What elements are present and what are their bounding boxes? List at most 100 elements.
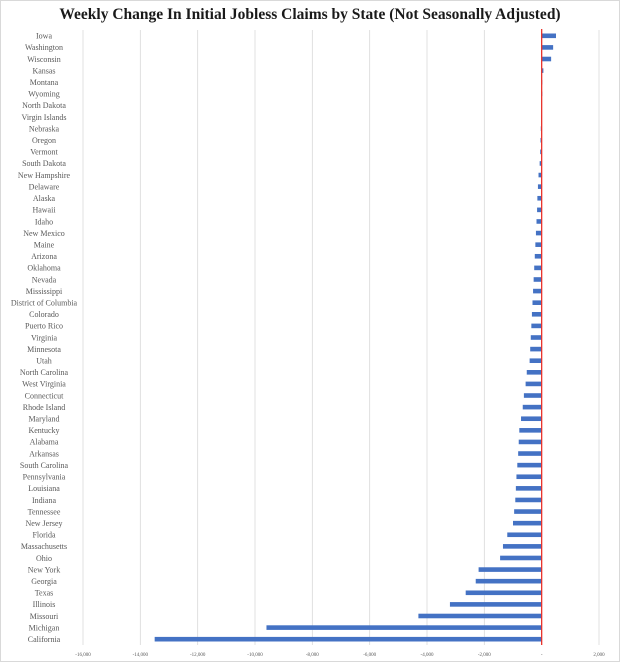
- category-label: Virginia: [31, 333, 57, 342]
- category-label: Indiana: [32, 496, 56, 505]
- x-tick-label: -10,000: [247, 653, 263, 658]
- category-label: Maine: [34, 240, 55, 249]
- bar: [533, 277, 542, 282]
- category-label: Kansas: [32, 66, 55, 75]
- category-label: Pennsylvania: [23, 473, 66, 482]
- category-label: Colorado: [29, 310, 59, 319]
- category-label: District of Columbia: [11, 298, 78, 307]
- category-label: Louisiana: [28, 484, 60, 493]
- bar: [465, 590, 542, 596]
- bar: [515, 497, 542, 503]
- category-label: Texas: [35, 589, 54, 598]
- bar: [541, 56, 552, 62]
- category-label: Vermont: [30, 148, 58, 157]
- category-label: Arizona: [31, 252, 57, 261]
- category-label: Montana: [30, 78, 59, 87]
- bar: [534, 265, 542, 271]
- category-label: Wyoming: [28, 90, 60, 99]
- category-label: Rhode Island: [23, 403, 65, 412]
- category-label: Oregon: [32, 136, 56, 145]
- bar: [534, 253, 542, 259]
- x-tick-label: -16,000: [75, 653, 91, 658]
- bar: [523, 393, 542, 398]
- category-label: Florida: [32, 531, 56, 540]
- bar: [526, 370, 542, 375]
- bar: [475, 578, 542, 584]
- category-label: Wisconsin: [27, 55, 60, 64]
- bar: [541, 33, 556, 39]
- x-tick-label: 2,000: [593, 653, 605, 658]
- bar: [522, 404, 542, 410]
- bar: [531, 323, 542, 329]
- x-tick-label: -4,000: [421, 653, 434, 658]
- bar: [507, 532, 542, 538]
- bar: [535, 242, 542, 247]
- x-tick-label: -8,000: [306, 653, 319, 658]
- category-label: Massachusetts: [21, 542, 67, 551]
- bar: [517, 462, 542, 468]
- bar: [530, 335, 542, 340]
- bar: [540, 149, 542, 155]
- bar: [539, 161, 542, 166]
- category-label: Maryland: [28, 415, 59, 424]
- x-tick-label: -12,000: [190, 653, 206, 658]
- bar: [537, 184, 542, 189]
- category-label: South Carolina: [20, 461, 69, 470]
- category-label: Iowa: [36, 32, 52, 41]
- category-label: Arkansas: [29, 449, 59, 458]
- category-label: Connecticut: [25, 391, 64, 400]
- bar: [541, 68, 544, 73]
- category-label: Oklahoma: [27, 264, 61, 273]
- category-label: California: [28, 635, 61, 644]
- category-label: Tennessee: [28, 507, 61, 516]
- category-label: West Virginia: [22, 380, 66, 389]
- x-tick-labels: -16,000 -14,000 -12,000 -10,000 -8,000 -6,000…: [75, 653, 605, 658]
- bar: [500, 555, 542, 561]
- bar: [531, 311, 542, 317]
- bar: [537, 195, 542, 201]
- bar: [513, 520, 542, 526]
- category-label: Washington: [25, 43, 63, 52]
- category-label: South Dakota: [22, 159, 66, 168]
- bar: [516, 474, 542, 480]
- bar: [532, 300, 542, 305]
- bar: [519, 428, 542, 433]
- category-label: Utah: [36, 357, 52, 366]
- category-label: Nebraska: [29, 124, 60, 133]
- category-label: Alabama: [30, 438, 59, 447]
- category-label: Ohio: [36, 554, 52, 563]
- category-label: Virgin Islands: [22, 113, 67, 122]
- category-label: Michigan: [29, 623, 60, 632]
- bar: [478, 567, 542, 572]
- category-label: Delaware: [29, 182, 60, 191]
- bar: [418, 613, 542, 619]
- category-label: New Jersey: [25, 519, 62, 528]
- category-label: New Hampshire: [18, 171, 71, 180]
- category-label: Kentucky: [28, 426, 59, 435]
- x-tick-label: -: [541, 653, 543, 658]
- category-labels: Iowa Washington Wisconsin Kansas Montana Wyom…: [11, 32, 78, 644]
- x-tick-label: -2,000: [478, 653, 491, 658]
- category-label: New Mexico: [23, 229, 65, 238]
- bar: [514, 509, 542, 514]
- category-label: New York: [28, 565, 60, 574]
- bar: [266, 625, 542, 630]
- category-label: Alaska: [33, 194, 56, 203]
- category-label: Nevada: [32, 275, 57, 284]
- bar: [521, 416, 542, 422]
- category-label: Mississippi: [26, 287, 63, 296]
- chart-title: Weekly Change In Initial Jobless Claims …: [59, 6, 561, 23]
- bar: [535, 230, 542, 236]
- bar: [449, 602, 542, 607]
- bar: [530, 346, 542, 352]
- category-label: Puerto Rico: [25, 322, 63, 331]
- category-label: North Dakota: [22, 101, 66, 110]
- bar: [518, 451, 542, 456]
- category-label: North Carolina: [20, 368, 69, 377]
- bar: [502, 544, 542, 549]
- bar: [536, 219, 542, 224]
- bar: [154, 636, 542, 642]
- bar: [515, 486, 542, 491]
